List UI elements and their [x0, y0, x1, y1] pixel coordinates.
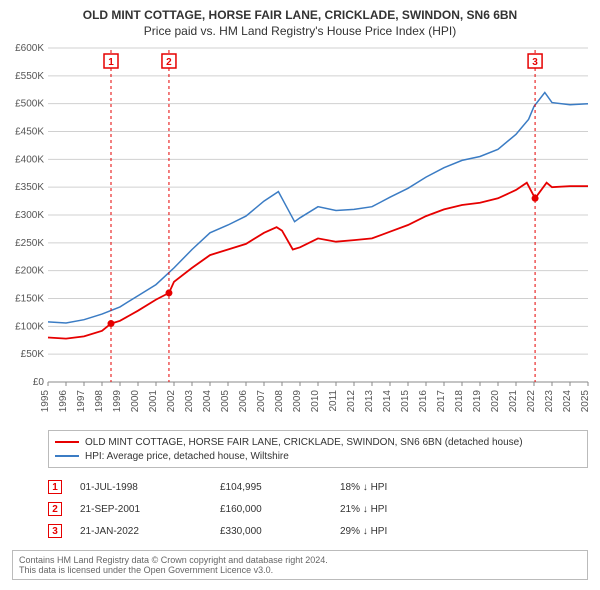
svg-text:3: 3 [532, 57, 538, 68]
svg-text:£50K: £50K [21, 349, 45, 360]
svg-text:2018: 2018 [454, 390, 465, 413]
annotation-marker: 1 [48, 480, 62, 494]
svg-text:1996: 1996 [58, 390, 69, 413]
annotation-marker: 2 [48, 502, 62, 516]
svg-text:2025: 2025 [580, 390, 591, 413]
svg-text:£200K: £200K [15, 266, 44, 277]
legend-row: HPI: Average price, detached house, Wilt… [55, 449, 581, 463]
svg-text:2003: 2003 [184, 390, 195, 413]
svg-text:£600K: £600K [15, 44, 44, 54]
svg-text:£250K: £250K [15, 238, 44, 249]
legend-label: HPI: Average price, detached house, Wilt… [85, 451, 289, 462]
svg-text:2019: 2019 [472, 390, 483, 413]
svg-text:£450K: £450K [15, 127, 44, 138]
annotation-price: £104,995 [220, 482, 340, 493]
svg-text:£150K: £150K [15, 294, 44, 305]
svg-text:£550K: £550K [15, 71, 44, 82]
svg-text:1: 1 [108, 57, 114, 68]
title-address: OLD MINT COTTAGE, HORSE FAIR LANE, CRICK… [6, 8, 594, 22]
legend-swatch-blue [55, 455, 79, 457]
annotation-row: 3 21-JAN-2022 £330,000 29% ↓ HPI [48, 520, 588, 542]
svg-text:2016: 2016 [418, 390, 429, 413]
annotation-date: 21-JAN-2022 [80, 526, 220, 537]
svg-text:2020: 2020 [490, 390, 501, 413]
svg-text:1995: 1995 [40, 390, 51, 413]
svg-text:£0: £0 [33, 377, 45, 388]
svg-text:2000: 2000 [130, 390, 141, 413]
svg-text:2009: 2009 [292, 390, 303, 413]
svg-text:£100K: £100K [15, 321, 44, 332]
svg-text:2021: 2021 [508, 390, 519, 413]
svg-text:£350K: £350K [15, 182, 44, 193]
svg-text:2014: 2014 [382, 390, 393, 413]
svg-text:2011: 2011 [328, 390, 339, 412]
svg-text:2022: 2022 [526, 390, 537, 413]
annotation-pct: 29% ↓ HPI [340, 526, 440, 537]
svg-text:1998: 1998 [94, 390, 105, 413]
chart: £0 £50K £100K £150K £200K £250K £300K £350K £400… [6, 44, 594, 424]
annotation-price: £160,000 [220, 504, 340, 515]
legend-label: OLD MINT COTTAGE, HORSE FAIR LANE, CRICK… [85, 437, 523, 448]
svg-text:2010: 2010 [310, 390, 321, 413]
footer-line2: This data is licensed under the Open Gov… [19, 565, 581, 575]
svg-text:2012: 2012 [346, 390, 357, 413]
title-subtitle: Price paid vs. HM Land Registry's House … [6, 24, 594, 38]
svg-text:2024: 2024 [562, 390, 573, 413]
page-container: OLD MINT COTTAGE, HORSE FAIR LANE, CRICK… [0, 0, 600, 590]
svg-text:2007: 2007 [256, 390, 267, 413]
annotation-pct: 21% ↓ HPI [340, 504, 440, 515]
annotation-date: 21-SEP-2001 [80, 504, 220, 515]
title-block: OLD MINT COTTAGE, HORSE FAIR LANE, CRICK… [6, 8, 594, 38]
annotation-pct: 18% ↓ HPI [340, 482, 440, 493]
svg-text:2: 2 [166, 57, 172, 68]
svg-text:2023: 2023 [544, 390, 555, 413]
chart-svg: £0 £50K £100K £150K £200K £250K £300K £350K £400… [6, 44, 594, 424]
annotation-price: £330,000 [220, 526, 340, 537]
svg-text:2008: 2008 [274, 390, 285, 413]
footer-line1: Contains HM Land Registry data © Crown c… [19, 555, 581, 565]
annotation-row: 1 01-JUL-1998 £104,995 18% ↓ HPI [48, 476, 588, 498]
legend-row: OLD MINT COTTAGE, HORSE FAIR LANE, CRICK… [55, 435, 581, 449]
legend: OLD MINT COTTAGE, HORSE FAIR LANE, CRICK… [48, 430, 588, 468]
annotation-row: 2 21-SEP-2001 £160,000 21% ↓ HPI [48, 498, 588, 520]
svg-text:2015: 2015 [400, 390, 411, 413]
footer: Contains HM Land Registry data © Crown c… [12, 550, 588, 580]
annotation-table: 1 01-JUL-1998 £104,995 18% ↓ HPI 2 21-SE… [48, 476, 588, 542]
svg-text:2017: 2017 [436, 390, 447, 413]
svg-text:2013: 2013 [364, 390, 375, 413]
svg-text:1997: 1997 [76, 390, 87, 413]
annotation-date: 01-JUL-1998 [80, 482, 220, 493]
svg-text:2002: 2002 [166, 390, 177, 413]
svg-text:2006: 2006 [238, 390, 249, 413]
annotation-marker: 3 [48, 524, 62, 538]
svg-text:£300K: £300K [15, 210, 44, 221]
legend-swatch-red [55, 441, 79, 443]
svg-text:2001: 2001 [148, 390, 159, 413]
svg-text:2004: 2004 [202, 390, 213, 413]
svg-text:£400K: £400K [15, 154, 44, 165]
svg-text:£500K: £500K [15, 99, 44, 110]
svg-text:1999: 1999 [112, 390, 123, 413]
svg-text:2005: 2005 [220, 390, 231, 413]
